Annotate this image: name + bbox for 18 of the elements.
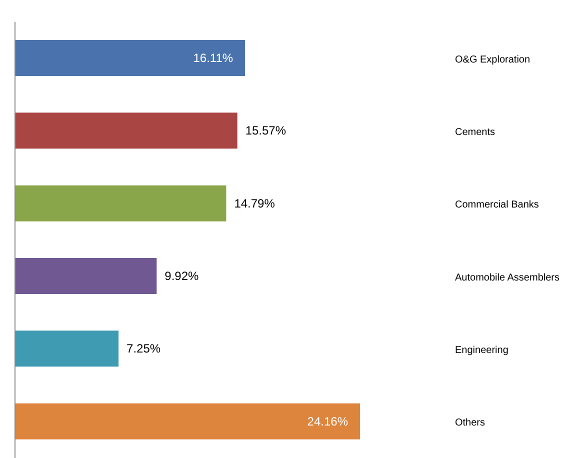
bar bbox=[15, 185, 226, 222]
y-tick-label: Commercial Banks bbox=[455, 200, 539, 211]
data-label: 7.25% bbox=[126, 342, 161, 356]
data-label: 24.16% bbox=[307, 414, 348, 428]
y-tick-label: Others bbox=[455, 418, 486, 429]
y-tick-label: Automobile Assemblers bbox=[455, 272, 560, 284]
bar bbox=[15, 258, 157, 294]
y-tick-label: Engineering bbox=[455, 345, 508, 356]
bar bbox=[15, 403, 360, 440]
y-tick-label: Cements bbox=[455, 127, 496, 138]
y-tick-label: O&G Exploration bbox=[455, 54, 530, 66]
data-label: 14.79% bbox=[234, 196, 276, 210]
bar bbox=[15, 330, 119, 367]
bar bbox=[15, 112, 238, 149]
data-label: 16.11% bbox=[193, 51, 234, 65]
data-label: 9.92% bbox=[164, 269, 200, 283]
data-label: 15.57% bbox=[245, 124, 286, 138]
bar bbox=[15, 40, 246, 76]
